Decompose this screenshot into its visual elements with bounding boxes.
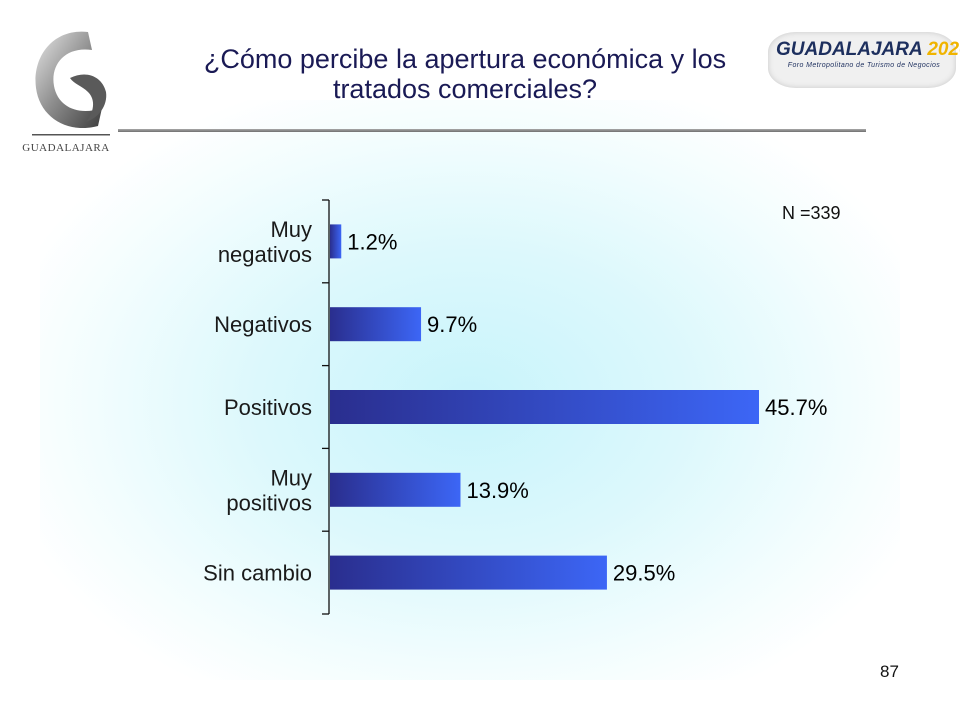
- category-label-line: Positivos: [224, 395, 312, 420]
- category-label-line: negativos: [218, 242, 312, 267]
- title-divider: [118, 129, 866, 132]
- right-logo-wordmark: GUADALAJARA 2020: [776, 39, 960, 61]
- category-label: Sin cambio: [203, 561, 312, 586]
- category-label-line: Muy: [270, 465, 312, 490]
- guadalajara-logo-icon: [32, 31, 110, 136]
- bar: [330, 224, 342, 259]
- bar: [330, 307, 422, 342]
- bar-value-label: 9.7%: [427, 312, 477, 337]
- bar: [330, 555, 607, 590]
- category-label-line: Sin cambio: [203, 561, 312, 586]
- slide-title: ¿Cómo percibe la apertura económica y lo…: [203, 44, 727, 104]
- right-logo-name: GUADALAJARA: [776, 39, 923, 60]
- category-label: Negativos: [214, 312, 312, 337]
- right-logo-year: 2020: [927, 39, 960, 60]
- sample-size-note: N =339: [782, 203, 841, 223]
- bar-value-label: 45.7%: [765, 395, 827, 420]
- category-label-line: positivos: [226, 490, 312, 515]
- category-label-line: Muy: [270, 217, 312, 242]
- category-label: Muy negativos: [218, 217, 312, 267]
- category-label: Positivos: [224, 395, 312, 420]
- page-number: 87: [880, 662, 899, 681]
- bar-value-label: 13.9%: [466, 478, 528, 503]
- bar: [330, 390, 759, 424]
- guadalajara-2020-logo: GUADALAJARA 2020 Foro Metropolitano de T…: [768, 32, 960, 88]
- left-logo-wordmark: GUADALAJARA: [22, 142, 110, 154]
- category-label-line: Negativos: [214, 312, 312, 337]
- category-label: Muy positivos: [226, 465, 312, 515]
- bar-value-label: 1.2%: [347, 229, 397, 254]
- bar: [330, 472, 461, 507]
- right-logo-subtitle: Foro Metropolitano de Turismo de Negocio…: [787, 62, 941, 69]
- bar-value-label: 29.5%: [613, 561, 675, 586]
- bar-series: 1.2% 9.7% 45.7% 13.9% 29.5%: [330, 224, 827, 590]
